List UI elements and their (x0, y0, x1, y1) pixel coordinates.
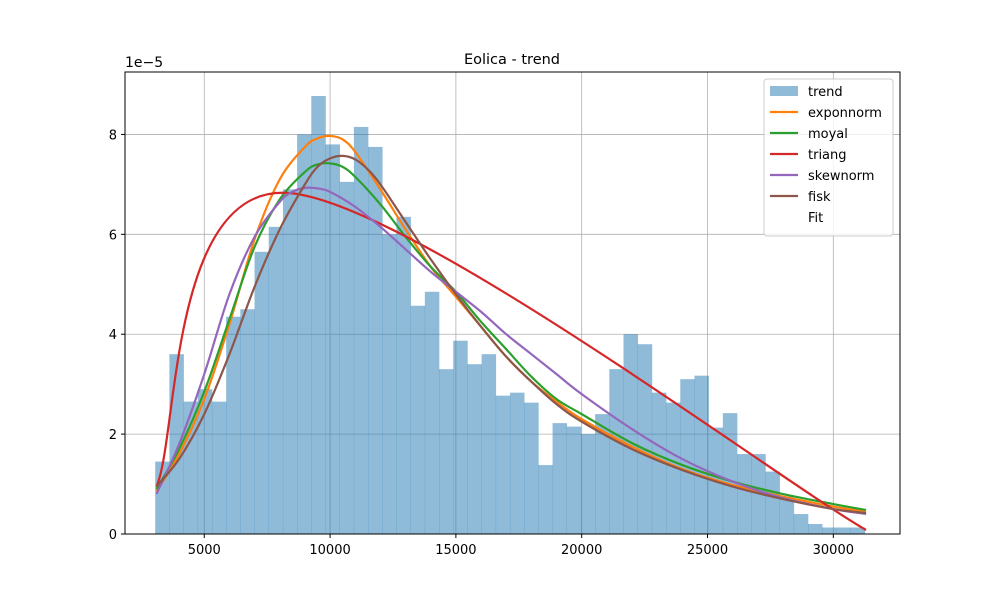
legend: trend exponnorm moyal triang skewnorm fisk Fit (763, 78, 894, 237)
y-tick-label: 4 (109, 328, 117, 343)
histogram-bar (538, 465, 553, 534)
y-tick-label: 8 (109, 128, 117, 143)
chart-title: Eolica - trend (464, 52, 560, 68)
histogram-bar (694, 375, 709, 534)
histogram-bar (197, 389, 213, 534)
histogram-bar (453, 340, 468, 534)
x-tick-label: 15000 (435, 543, 476, 558)
histogram-bar (211, 401, 227, 534)
fit-curves (155, 134, 867, 531)
histogram-bar (424, 291, 440, 534)
histogram-bar (282, 189, 298, 534)
histogram-bar (297, 134, 312, 534)
histogram-bar (240, 309, 255, 534)
histogram-bar (808, 524, 823, 534)
histogram-bar (410, 305, 426, 534)
histogram-bars (155, 95, 866, 534)
histogram-bar (779, 496, 795, 534)
legend-label: skewnorm (808, 169, 874, 184)
legend-label: triang (808, 148, 847, 163)
histogram-bar (311, 95, 326, 534)
histogram-bar (353, 126, 369, 534)
histogram-bar (268, 226, 284, 534)
histogram-bar (680, 379, 695, 534)
histogram-bar (850, 527, 866, 534)
histogram-bar (595, 414, 610, 534)
y-offset-label: 1e−5 (125, 55, 163, 71)
histogram-bar (836, 527, 851, 534)
histogram-bar (637, 344, 653, 534)
histogram-bar (793, 514, 809, 534)
histogram-bar (226, 316, 241, 534)
x-tick-label: 20000 (561, 543, 602, 558)
legend-label: Fit (808, 211, 823, 226)
histogram-bar (566, 426, 582, 534)
series-line-moyal (155, 162, 867, 512)
x-axis: 5000 10000 15000 20000 25000 30000 (188, 534, 854, 558)
plot-frame (124, 71, 901, 535)
histogram-bar (651, 392, 667, 534)
histogram-bar (822, 527, 837, 534)
histogram-bar (254, 251, 270, 534)
legend-label: fisk (808, 190, 831, 205)
legend-label: exponnorm (808, 106, 882, 121)
histogram-bar (368, 146, 383, 534)
x-tick-label: 10000 (309, 543, 350, 558)
y-axis: 0 2 4 6 8 (109, 128, 125, 543)
histogram-bar (524, 402, 539, 534)
histogram-bar (765, 471, 780, 534)
histogram-bar (722, 413, 738, 534)
histogram-bar (382, 234, 397, 534)
histogram-bar (481, 354, 497, 534)
histogram-bar (396, 216, 411, 534)
histogram-bar (509, 392, 525, 534)
series-line-skewnorm (155, 186, 867, 516)
histogram-bar (495, 395, 511, 534)
y-tick-label: 6 (109, 228, 117, 243)
legend-label: moyal (808, 127, 848, 142)
histogram-bar (623, 334, 639, 534)
y-tick-label: 0 (109, 528, 117, 543)
histogram-bar (325, 144, 340, 534)
histogram-bar (552, 423, 568, 534)
series-line-triang (155, 191, 867, 531)
x-tick-label: 30000 (813, 543, 854, 558)
series-line-fisk (155, 154, 867, 515)
histogram-bar (737, 454, 752, 534)
histogram-bar (339, 181, 355, 534)
histogram-bar (467, 364, 482, 534)
legend-swatch (770, 86, 798, 96)
histogram-bar (609, 369, 624, 534)
x-tick-label: 5000 (188, 543, 221, 558)
legend-label: trend (808, 85, 843, 100)
x-tick-label: 25000 (687, 543, 728, 558)
histogram-bar (439, 369, 454, 534)
y-tick-label: 2 (109, 428, 117, 443)
histogram-bar (580, 434, 596, 534)
histogram-bar (666, 402, 681, 534)
